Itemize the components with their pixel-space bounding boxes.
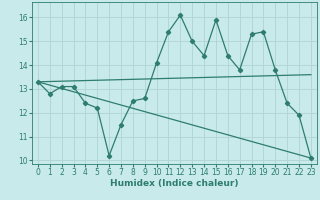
X-axis label: Humidex (Indice chaleur): Humidex (Indice chaleur) bbox=[110, 179, 239, 188]
